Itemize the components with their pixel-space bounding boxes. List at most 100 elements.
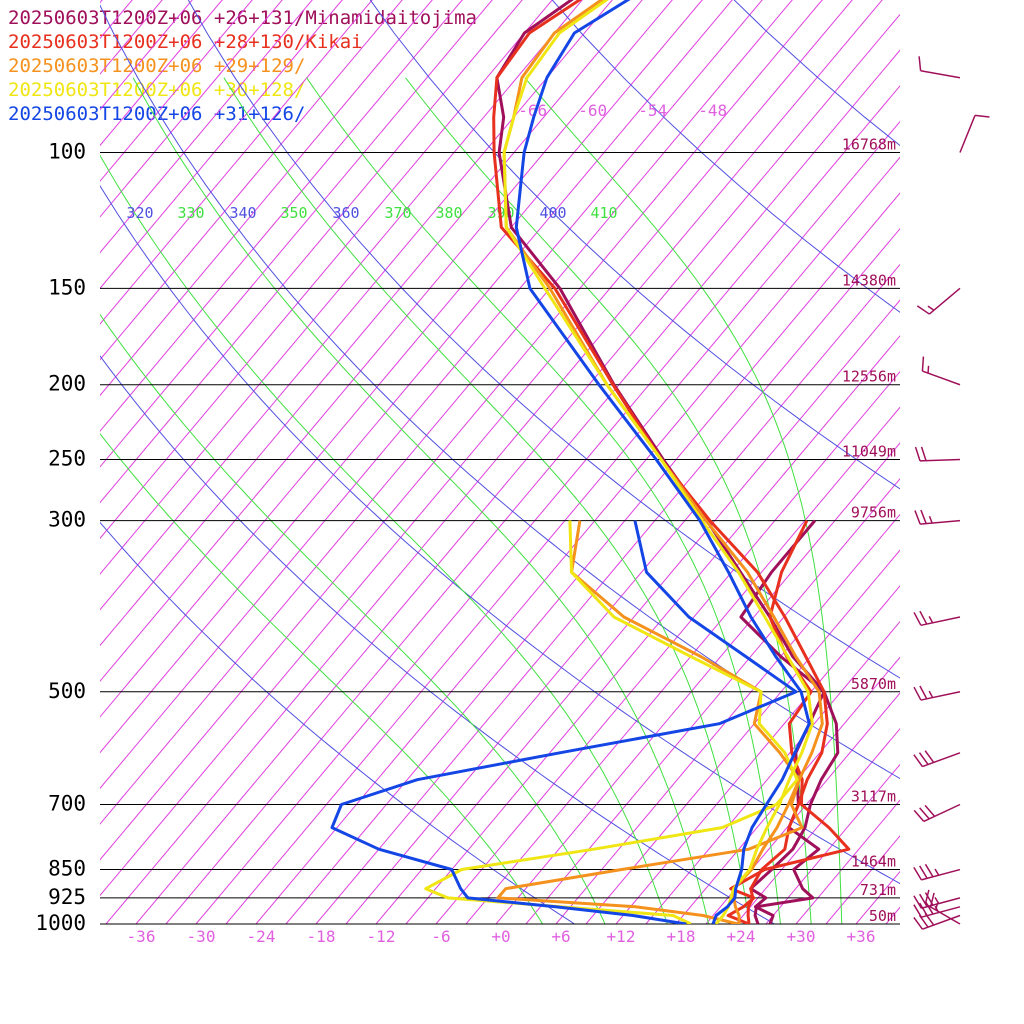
temperature-tick-label: -24 [247, 927, 276, 946]
temperature-tick-label: +12 [607, 927, 636, 946]
theta-e-label: 330 [177, 204, 204, 222]
wind-barb [914, 509, 961, 525]
theta-e-label: 350 [280, 204, 307, 222]
isotherm-line [916, 0, 1024, 924]
temperature-profile-1 [492, 0, 829, 924]
isotherm-line [946, 0, 1024, 924]
height-label: 3117m [851, 787, 896, 805]
temperature-profile-2 [502, 0, 824, 924]
isotherm-line [976, 0, 1024, 924]
moist-adiabat-line [524, 77, 843, 924]
isotherm-line [100, 0, 103, 4]
isotherm-line [100, 0, 223, 147]
pressure-label: 250 [48, 447, 86, 471]
wind-barb [913, 892, 961, 909]
temperature-profile-3 [502, 0, 814, 924]
theta-label: 400 [539, 204, 566, 222]
temperature-tick-label: +36 [847, 927, 876, 946]
temperature-tick-label: -12 [367, 927, 396, 946]
dry-adiabat-line [369, 0, 900, 490]
isotherm-line [495, 442, 900, 924]
pressure-label: 850 [48, 857, 86, 881]
isotherm-line [675, 656, 900, 924]
height-label: 9756m [851, 504, 896, 522]
height-label: 11049m [842, 443, 896, 461]
temperature-tick-label: +30 [787, 927, 816, 946]
legend-entry-minamidaitojima: 20250603T1200Z+06 +26+131/Minamidaitojim… [8, 7, 477, 29]
height-label: 16768m [842, 136, 896, 154]
wind-barb [913, 750, 961, 768]
wind-barb [921, 356, 961, 386]
temperature-tick-label: +0 [491, 927, 510, 946]
top-temperature-label: -48 [698, 101, 727, 120]
dry-adiabat-line [100, 355, 776, 924]
dry-adiabat-line [100, 185, 900, 885]
temperature-tick-label: +18 [667, 927, 696, 946]
top-temperature-label: -60 [578, 101, 607, 120]
isotherm-line [100, 0, 133, 40]
wind-barb [924, 889, 961, 925]
theta-e-label: 410 [590, 204, 617, 222]
legend-entry-30-128: 20250603T1200Z+06 +30+128/ [8, 79, 306, 101]
moist-adiabat-line [405, 77, 812, 924]
isotherm-line [100, 0, 403, 361]
wind-barbs [913, 56, 990, 930]
dry-adiabat-lines [100, 0, 900, 924]
isotherm-line [645, 620, 900, 924]
pressure-label: 150 [48, 275, 86, 299]
isotherm-line [795, 799, 900, 924]
moist-adiabat-line [223, 77, 751, 924]
height-label: 50m [869, 907, 896, 925]
pressure-label: 500 [48, 679, 86, 703]
isotherm-line [100, 0, 313, 254]
pressure-label: 925 [48, 885, 86, 909]
dry-adiabat-line [100, 521, 576, 924]
temperature-tick-label: -36 [127, 927, 156, 946]
legend-entry-31-126: 20250603T1200Z+06 +31+126/ [8, 102, 477, 126]
theta-label: 320 [126, 204, 153, 222]
pressure-label: 1000 [35, 911, 86, 935]
moist-adiabat-lines [100, 77, 843, 924]
isotherm-line [705, 692, 900, 924]
isotherm-line [885, 906, 900, 924]
pressure-label: 700 [48, 791, 86, 815]
wind-barb [916, 287, 961, 315]
isotherm-line [0, 0, 202, 924]
dry-adiabat-line [100, 4, 900, 780]
isotherm-line [375, 299, 900, 924]
theta-e-label: 370 [384, 204, 411, 222]
theta-e-label: 380 [435, 204, 462, 222]
pressure-label: 200 [48, 372, 86, 396]
wind-barb [918, 56, 961, 79]
wind-barb [959, 114, 990, 153]
isotherm-line [100, 0, 613, 611]
top-temperature-label: -54 [638, 101, 667, 120]
isotherm-line [525, 477, 900, 924]
isotherm-line [100, 0, 253, 182]
isotherm-line [465, 406, 900, 924]
wind-barb [914, 446, 961, 462]
moist-adiabat-line [306, 77, 782, 924]
isotherm-line [100, 0, 583, 575]
axis-labels: 100 16768m 150 14380m 200 12556m 250 11049m 300 9… [35, 101, 896, 946]
isotherm-line [100, 0, 463, 432]
pressure-label: 300 [48, 508, 86, 532]
top-temperature-label: -66 [518, 101, 547, 120]
dry-adiabat-line [551, 0, 900, 313]
isotherm-line [615, 585, 900, 924]
moist-adiabat-line [100, 313, 606, 924]
dewpoint-profile-4 [330, 520, 798, 924]
isotherm-line [0, 0, 52, 924]
sounding-profiles [330, 0, 851, 924]
isotherm-line [345, 263, 900, 924]
isotherm-line [100, 0, 193, 111]
height-label: 14380m [842, 271, 896, 289]
isotherm-line [100, 0, 163, 75]
pressure-label: 100 [48, 140, 86, 164]
isotherm-line [100, 0, 703, 718]
isotherm-line [100, 0, 343, 290]
height-label: 5870m [851, 675, 896, 693]
dry-adiabat-line [733, 0, 900, 147]
isotherm-line [100, 0, 283, 218]
